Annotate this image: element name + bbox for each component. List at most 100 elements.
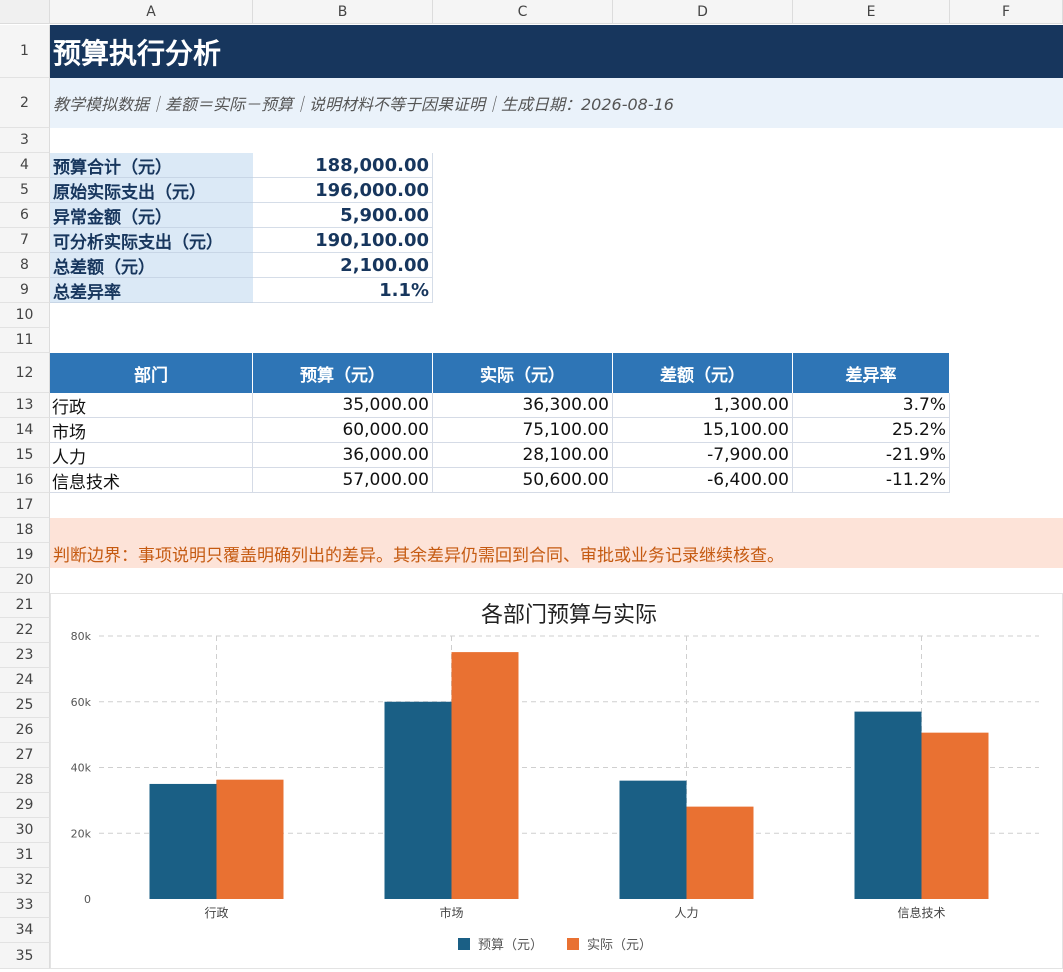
row-header-23[interactable]: 23 — [0, 643, 50, 668]
summary-label[interactable]: 异常金额（元） — [50, 203, 253, 228]
column-header-D[interactable]: D — [613, 0, 793, 24]
summary-label[interactable]: 原始实际支出（元） — [50, 178, 253, 203]
table-value-cell[interactable]: 35,000.00 — [253, 393, 433, 418]
select-all-corner[interactable] — [0, 0, 50, 24]
summary-label[interactable]: 总差异率 — [50, 278, 253, 303]
bar-budget — [619, 780, 687, 899]
row-header-22[interactable]: 22 — [0, 618, 50, 643]
summary-label[interactable]: 可分析实际支出（元） — [50, 228, 253, 253]
table-dept-cell[interactable]: 行政 — [50, 393, 253, 418]
row-header-1[interactable]: 1 — [0, 25, 50, 78]
row-header-17[interactable]: 17 — [0, 493, 50, 518]
row-header-35[interactable]: 35 — [0, 943, 50, 969]
table-value-cell[interactable]: 15,100.00 — [613, 418, 793, 443]
table-value-cell[interactable]: 60,000.00 — [253, 418, 433, 443]
row-header-3[interactable]: 3 — [0, 128, 50, 153]
row-header-30[interactable]: 30 — [0, 818, 50, 843]
table-value-cell[interactable]: 25.2% — [793, 418, 950, 443]
table-value-cell[interactable]: 36,000.00 — [253, 443, 433, 468]
bar-budget — [149, 783, 217, 899]
table-value-cell[interactable]: -6,400.00 — [613, 468, 793, 493]
row-header-24[interactable]: 24 — [0, 668, 50, 693]
column-header-A[interactable]: A — [50, 0, 253, 24]
legend-swatch — [567, 938, 579, 950]
row-header-10[interactable]: 10 — [0, 303, 50, 328]
row-header-2[interactable]: 2 — [0, 78, 50, 128]
table-value-cell[interactable]: -7,900.00 — [613, 443, 793, 468]
row-header-26[interactable]: 26 — [0, 718, 50, 743]
table-dept-cell[interactable]: 市场 — [50, 418, 253, 443]
x-tick-label: 市场 — [439, 905, 463, 920]
table-header-cell[interactable]: 部门 — [50, 353, 253, 393]
judgement-note[interactable]: 判断边界：事项说明只覆盖明确列出的差异。其余差异仍需回到合同、审批或业务记录继续… — [50, 518, 1063, 568]
column-header-E[interactable]: E — [793, 0, 950, 24]
row-header-16[interactable]: 16 — [0, 468, 50, 493]
row-header-21[interactable]: 21 — [0, 593, 50, 618]
table-value-cell[interactable]: 36,300.00 — [433, 393, 613, 418]
y-tick-label: 80k — [71, 630, 92, 643]
row-header-18[interactable]: 18 — [0, 518, 50, 543]
table-value-cell[interactable]: 3.7% — [793, 393, 950, 418]
row-header-13[interactable]: 13 — [0, 393, 50, 418]
row-header-9[interactable]: 9 — [0, 278, 50, 303]
legend-swatch — [458, 938, 470, 950]
chart-title: 各部门预算与实际 — [481, 603, 657, 628]
row-header-33[interactable]: 33 — [0, 893, 50, 918]
summary-value[interactable]: 188,000.00 — [253, 153, 433, 178]
row-header-28[interactable]: 28 — [0, 768, 50, 793]
bar-actual — [686, 806, 754, 899]
table-dept-cell[interactable]: 人力 — [50, 443, 253, 468]
row-header-29[interactable]: 29 — [0, 793, 50, 818]
row-header-4[interactable]: 4 — [0, 153, 50, 178]
table-value-cell[interactable]: 75,100.00 — [433, 418, 613, 443]
row-header-8[interactable]: 8 — [0, 253, 50, 278]
column-header-F[interactable]: F — [950, 0, 1063, 24]
row-header-5[interactable]: 5 — [0, 178, 50, 203]
summary-value[interactable]: 190,100.00 — [253, 228, 433, 253]
summary-value[interactable]: 5,900.00 — [253, 203, 433, 228]
table-header-cell[interactable]: 预算（元） — [253, 353, 433, 393]
table-value-cell[interactable]: 28,100.00 — [433, 443, 613, 468]
column-header-B[interactable]: B — [253, 0, 433, 24]
row-header-31[interactable]: 31 — [0, 843, 50, 868]
row-header-15[interactable]: 15 — [0, 443, 50, 468]
row-header-34[interactable]: 34 — [0, 918, 50, 943]
y-tick-label: 40k — [71, 762, 92, 775]
table-header-cell[interactable]: 实际（元） — [433, 353, 613, 393]
row-header-32[interactable]: 32 — [0, 868, 50, 893]
bar-budget — [854, 711, 922, 899]
table-value-cell[interactable]: -11.2% — [793, 468, 950, 493]
sheet-subtitle[interactable]: 教学模拟数据｜差额＝实际－预算｜说明材料不等于因果证明｜生成日期：2026-08… — [50, 78, 1063, 128]
budget-chart[interactable]: 各部门预算与实际 0 20k 40k 60k 80k 行政 市场 人力 信息技术 预算（元） 实际（元… — [50, 593, 1063, 969]
table-header-cell[interactable]: 差异率 — [793, 353, 950, 393]
summary-value[interactable]: 1.1% — [253, 278, 433, 303]
sheet-title[interactable]: 预算执行分析 — [50, 25, 1063, 78]
y-tick-label: 60k — [71, 696, 92, 709]
row-header-11[interactable]: 11 — [0, 328, 50, 353]
row-header-12[interactable]: 12 — [0, 353, 50, 393]
table-header-cell[interactable]: 差额（元） — [613, 353, 793, 393]
summary-value[interactable]: 196,000.00 — [253, 178, 433, 203]
table-value-cell[interactable]: 1,300.00 — [613, 393, 793, 418]
row-header-14[interactable]: 14 — [0, 418, 50, 443]
summary-label[interactable]: 预算合计（元） — [50, 153, 253, 178]
column-header-C[interactable]: C — [433, 0, 613, 24]
row-header-7[interactable]: 7 — [0, 228, 50, 253]
summary-value[interactable]: 2,100.00 — [253, 253, 433, 278]
table-value-cell[interactable]: 50,600.00 — [433, 468, 613, 493]
bar-budget — [384, 701, 452, 899]
row-header-25[interactable]: 25 — [0, 693, 50, 718]
row-header-6[interactable]: 6 — [0, 203, 50, 228]
row-header-27[interactable]: 27 — [0, 743, 50, 768]
y-tick-label: 20k — [71, 827, 92, 840]
summary-label[interactable]: 总差额（元） — [50, 253, 253, 278]
table-value-cell[interactable]: -21.9% — [793, 443, 950, 468]
legend-label: 实际（元） — [587, 938, 652, 953]
row-header-19[interactable]: 19 — [0, 543, 50, 568]
table-value-cell[interactable]: 57,000.00 — [253, 468, 433, 493]
table-dept-cell[interactable]: 信息技术 — [50, 468, 253, 493]
x-tick-label: 人力 — [674, 906, 698, 920]
row-header-20[interactable]: 20 — [0, 568, 50, 593]
